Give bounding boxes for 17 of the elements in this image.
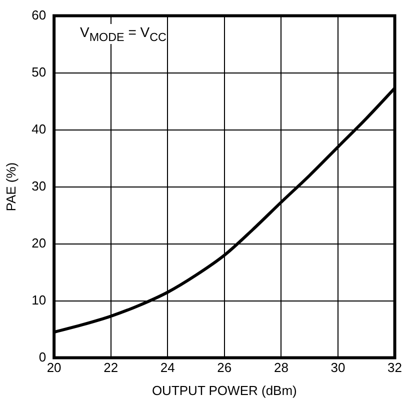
y-axis-title: PAE (%) [3,162,18,212]
x-tick-label: 30 [330,360,346,376]
y-tick-label: 10 [32,292,46,308]
y-tick-label: 50 [32,64,46,80]
x-tick-label: 20 [46,360,62,376]
y-tick-label: 20 [32,235,46,250]
x-axis-title: OUTPUT POWER (dBm) [152,382,297,398]
x-tick-label: 22 [104,360,118,376]
x-tick-label: 32 [388,360,402,376]
x-tick-label: 24 [160,360,175,376]
annotation: V$_{MODE}$ = V$_{CC}$ [80,24,166,44]
y-tick-label: 30 [32,178,46,194]
x-tick-label: 26 [217,360,232,376]
y-tick-label: 60 [32,7,46,22]
x-tick-label: 28 [274,360,288,376]
y-tick-label: 0 [38,349,46,364]
y-tick-label: 40 [32,121,46,136]
